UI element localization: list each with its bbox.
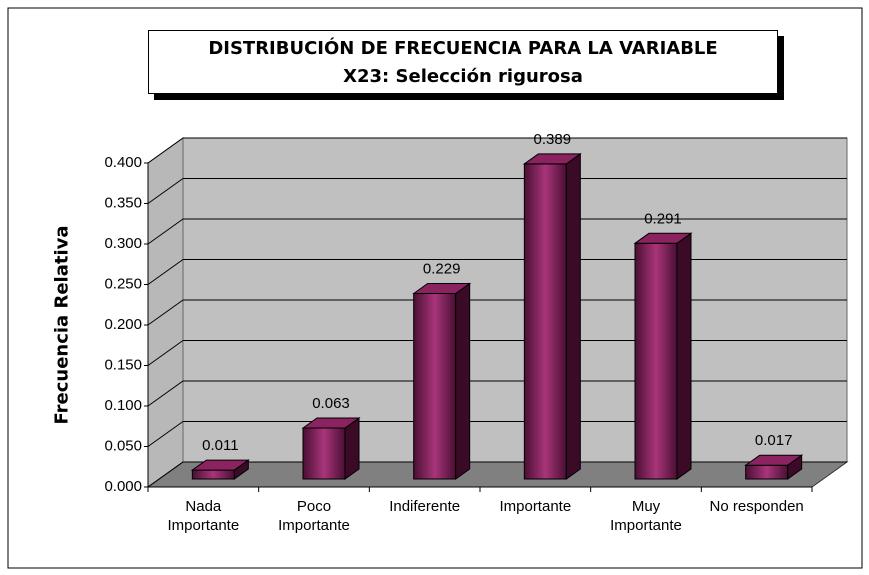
grid-line bbox=[147, 218, 184, 245]
x-tick-label: Indiferente bbox=[389, 498, 461, 515]
bar-side bbox=[344, 416, 360, 480]
title-box: DISTRIBUCIÓN DE FRECUENCIA PARA LA VARIA… bbox=[148, 30, 778, 94]
x-tick-label: Nada Importante bbox=[167, 498, 240, 534]
floor bbox=[146, 461, 849, 488]
y-tick-label: 0.100 bbox=[104, 397, 142, 414]
bar-front bbox=[634, 242, 678, 480]
y-tick-label: 0.400 bbox=[104, 154, 142, 171]
bar-front bbox=[745, 464, 789, 480]
bar-front bbox=[191, 469, 235, 480]
bar-front bbox=[523, 163, 567, 480]
x-tick-label: Muy Importante bbox=[610, 498, 682, 534]
chart-subtitle: X23: Selección rigurosa bbox=[343, 66, 583, 87]
bar bbox=[412, 282, 472, 480]
frame bbox=[7, 7, 863, 569]
y-tick-label: 0.250 bbox=[104, 275, 142, 292]
data-label: 0.229 bbox=[423, 260, 461, 277]
y-tick-label: 0.300 bbox=[104, 235, 142, 252]
grid-line bbox=[147, 178, 184, 204]
data-label: 0.389 bbox=[534, 131, 572, 148]
bar bbox=[190, 459, 250, 480]
y-tick-label: 0.000 bbox=[104, 478, 142, 495]
bar-top bbox=[412, 283, 472, 295]
x-tick-label: Poco Importante bbox=[278, 498, 350, 534]
bar bbox=[301, 416, 361, 480]
bar-top bbox=[190, 459, 250, 471]
bar-top bbox=[633, 232, 693, 244]
grid-line bbox=[147, 259, 184, 285]
grid-line bbox=[147, 299, 184, 326]
y-tick-label: 0.050 bbox=[104, 437, 142, 454]
chart-title: DISTRIBUCIÓN DE FRECUENCIA PARA LA VARIA… bbox=[208, 38, 718, 59]
grid-line bbox=[147, 380, 184, 407]
x-tick-label: No responden bbox=[709, 498, 804, 515]
x-tick-label: Importante bbox=[499, 498, 572, 515]
data-label: 0.011 bbox=[202, 437, 238, 454]
bar bbox=[633, 232, 693, 480]
bar-top bbox=[744, 454, 804, 466]
bar bbox=[744, 454, 804, 480]
y-tick-label: 0.350 bbox=[104, 194, 142, 211]
grid-line bbox=[147, 340, 184, 366]
grid-line bbox=[147, 461, 184, 488]
bar-side bbox=[455, 282, 471, 480]
data-label: 0.017 bbox=[755, 432, 793, 449]
grid-line bbox=[147, 421, 184, 447]
y-tick-label: 0.200 bbox=[104, 316, 142, 333]
y-tick-label: 0.150 bbox=[104, 356, 142, 373]
bar-side bbox=[565, 152, 581, 480]
bar bbox=[522, 152, 582, 480]
bar-top bbox=[301, 417, 361, 429]
bar-side bbox=[676, 232, 692, 480]
bar-top bbox=[522, 153, 582, 165]
grid-line bbox=[147, 137, 184, 164]
data-label: 0.291 bbox=[644, 210, 682, 227]
bar-front bbox=[413, 293, 457, 480]
bar-front bbox=[302, 427, 346, 480]
data-label: 0.063 bbox=[312, 395, 350, 412]
y-axis-label: Frecuencia Relativa bbox=[51, 225, 73, 425]
